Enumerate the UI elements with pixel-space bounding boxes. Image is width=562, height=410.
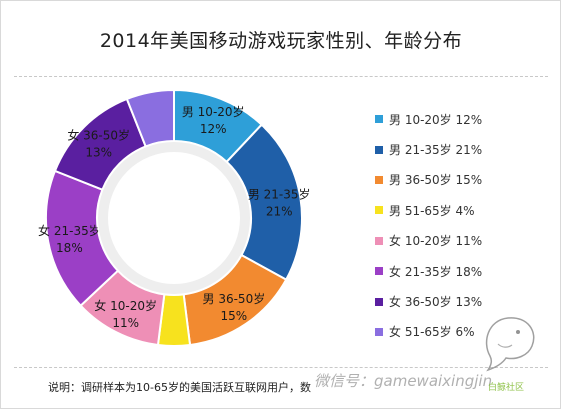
legend-item-f-10-20: 女 10-20岁 11% (375, 226, 545, 256)
chart-title: 2014年美国移动游戏玩家性别、年龄分布 (99, 30, 463, 52)
slice-label-f-36-50: 女 36-50岁 (67, 128, 130, 143)
slice-label-f-21-35: 女 21-35岁 (38, 223, 101, 238)
legend-swatch (375, 145, 383, 154)
legend-item-m-10-20: 男 10-20岁 12% (375, 104, 545, 134)
legend-label: 男 36-50岁 15% (389, 173, 483, 188)
legend-label: 女 36-50岁 13% (389, 295, 483, 310)
title-divider (14, 76, 548, 77)
whale-logo-icon (485, 317, 535, 372)
slice-value-m-36-50: 15% (221, 309, 248, 323)
legend-item-m-36-50: 男 36-50岁 15% (375, 165, 545, 195)
watermark-text: 微信号：gamewaixingjin (314, 372, 493, 390)
slice-label-f-10-20: 女 10-20岁 (94, 298, 157, 313)
slice-value-f-21-35: 18% (56, 241, 83, 255)
slice-value-f-36-50: 13% (85, 146, 112, 160)
donut-inner-shadow (98, 142, 250, 294)
legend-item-m-51-65: 男 51-65岁 4% (375, 195, 545, 225)
legend-swatch (375, 327, 383, 336)
note-divider (14, 367, 548, 368)
slice-label-m-36-50: 男 36-50岁 (203, 291, 266, 306)
legend-label: 女 10-20岁 11% (389, 234, 483, 249)
logo-label: 白鲸社区 (488, 383, 525, 393)
legend-swatch (375, 297, 383, 306)
legend-label: 女 51-65岁 6% (389, 325, 475, 340)
legend-swatch (375, 115, 383, 124)
donut-hole (97, 141, 251, 295)
slice-value-m-10-20: 12% (200, 122, 227, 136)
legend-swatch (375, 267, 383, 276)
legend-label: 女 21-35岁 18% (389, 264, 483, 279)
slice-label-m-21-35: 男 21-35岁 (248, 186, 311, 201)
legend-label: 男 51-65岁 4% (389, 203, 475, 218)
legend-label: 男 10-20岁 12% (389, 112, 483, 127)
chart-legend: 男 10-20岁 12% 男 21-35岁 21% 男 36-50岁 15% 男 51… (375, 104, 545, 347)
legend-swatch (375, 236, 383, 245)
legend-label: 男 21-35岁 21% (389, 143, 483, 158)
slice-label-m-10-20: 男 10-20岁 (182, 104, 245, 119)
legend-item-m-21-35: 男 21-35岁 21% (375, 134, 545, 164)
slice-value-f-10-20: 11% (112, 316, 139, 330)
legend-item-f-51-65: 女 51-65岁 6% (375, 317, 545, 347)
footnote: 说明：调研样本为10-65岁的美国活跃互联网用户，数 (48, 381, 311, 394)
legend-swatch (375, 175, 383, 184)
slice-value-m-21-35: 21% (266, 204, 293, 218)
legend-item-f-21-35: 女 21-35岁 18% (375, 256, 545, 286)
legend-swatch (375, 206, 383, 215)
legend-item-f-36-50: 女 36-50岁 13% (375, 286, 545, 316)
